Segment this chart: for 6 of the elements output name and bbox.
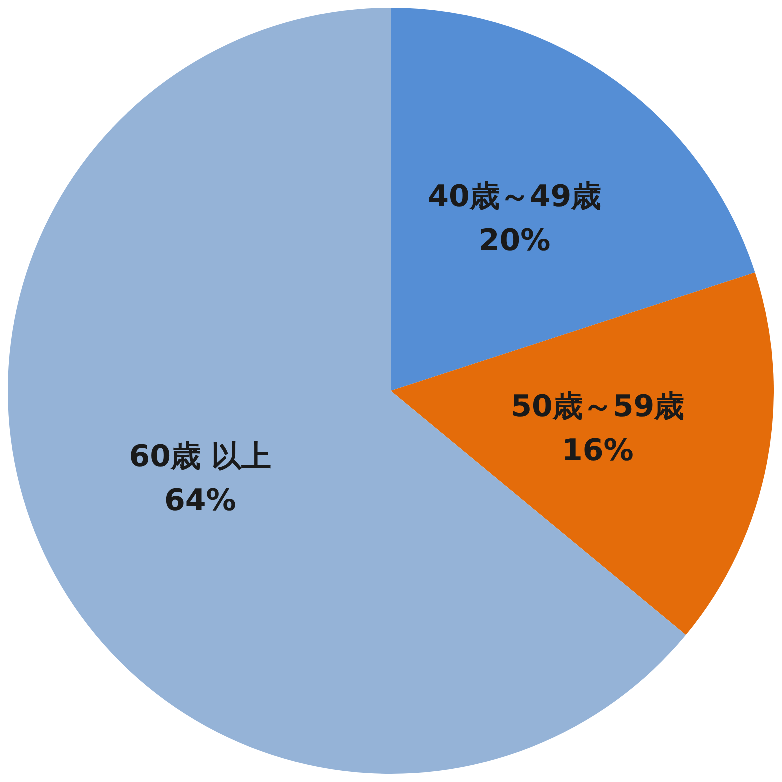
data-label: 16% bbox=[562, 433, 634, 468]
data-label: 64% bbox=[164, 483, 236, 518]
slice-label: 60歳 以上 bbox=[129, 439, 272, 474]
slice-label: 40歳～49歳 bbox=[428, 179, 602, 214]
slice-label: 50歳～59歳 bbox=[511, 389, 685, 424]
data-label: 20% bbox=[478, 223, 551, 258]
